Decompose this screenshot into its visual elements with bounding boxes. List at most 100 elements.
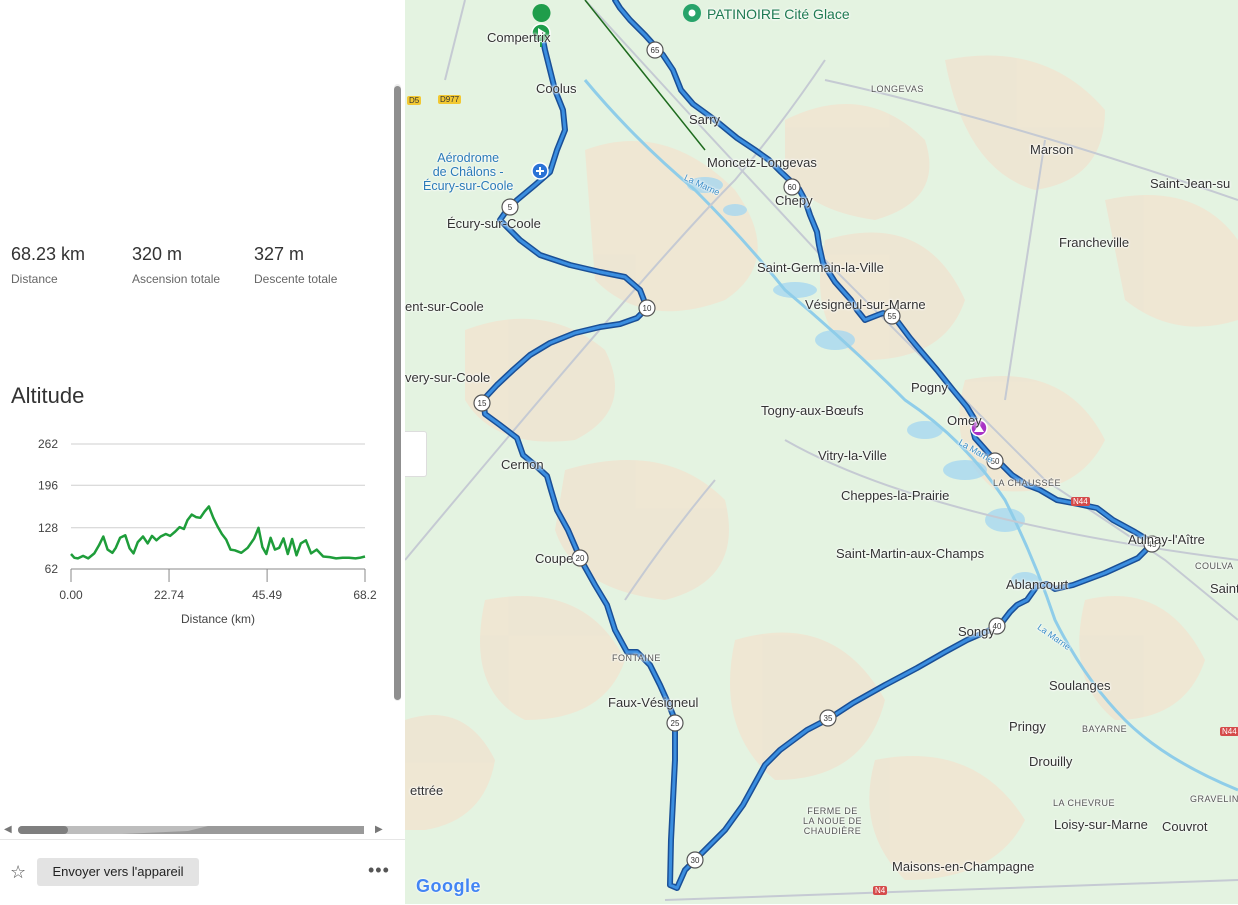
send-to-device-button[interactable]: Envoyer vers l'appareil — [37, 858, 199, 886]
place-label: Coolus — [536, 81, 577, 96]
km-marker-label: 35 — [824, 714, 833, 723]
range-overview[interactable] — [18, 825, 366, 835]
km-marker — [473, 394, 491, 412]
stat-descent: 327 m Descente totale — [254, 244, 337, 286]
km-marker-label: 25 — [671, 719, 680, 728]
airport-icon — [531, 162, 549, 180]
place-label: FERME DE LA NOUE DE CHAUDIÈRE — [803, 806, 863, 836]
x-tick-label: 0.00 — [59, 588, 83, 602]
stat-label: Descente totale — [254, 272, 338, 286]
place-label: Coupe — [535, 551, 574, 566]
google-logo-text: Google — [416, 876, 481, 896]
elevation-chart[interactable]: 262 196 128 620.00 22.74 45.49 68.2 Distance (k… — [0, 430, 390, 630]
place-label: LA CHEVRUE — [1053, 798, 1116, 808]
km-marker — [501, 198, 519, 216]
km-marker — [686, 851, 704, 869]
action-bar: ☆ Envoyer vers l'appareil ••• — [0, 839, 405, 905]
stat-ascent: 320 m Ascension totale — [132, 244, 220, 286]
place-label: Sarry — [689, 112, 721, 127]
y-tick-label: 262 — [38, 437, 58, 451]
star-icon[interactable]: ☆ — [10, 862, 27, 882]
place-label: Francheville — [1059, 235, 1130, 250]
place-label: Saint-Germain-la-Ville — [757, 260, 884, 275]
km-marker-label: 40 — [993, 622, 1002, 631]
stat-value: 68.23 km — [11, 244, 86, 264]
x-axis-label: Distance (km) — [181, 612, 255, 626]
place-label: Drouilly — [1029, 754, 1073, 769]
place-label: FONTAINE — [612, 653, 661, 663]
place-label: Maisons-en-Champagne — [892, 859, 1035, 874]
km-marker — [1143, 535, 1161, 553]
km-marker — [666, 714, 684, 732]
place-label: PATINOIRE Cité Glace — [707, 6, 850, 22]
place-label: Compertrix — [487, 30, 551, 45]
place-label: Couvrot — [1162, 819, 1208, 834]
place-label: Saint-Jean-su — [1150, 176, 1231, 191]
start-flag-icon — [531, 4, 551, 47]
place-label: Pogny — [911, 380, 948, 395]
place-label: BAYARNE — [1082, 724, 1128, 734]
stat-value: 327 m — [254, 244, 305, 264]
km-marker-label: 15 — [478, 399, 487, 408]
km-marker-label: 5 — [508, 203, 513, 212]
range-handle-left — [18, 826, 68, 834]
road-sign: N44 — [1071, 497, 1090, 506]
google-logo: Google — [416, 876, 481, 897]
more-icon[interactable]: ••• — [368, 860, 390, 880]
km-marker-label: 30 — [691, 856, 700, 865]
place-label: Chepy — [775, 193, 813, 208]
scroll-left-icon[interactable]: ◀ — [4, 824, 12, 835]
road-sign: N4 — [873, 886, 888, 895]
stat-label: Distance — [11, 272, 58, 286]
y-tick-label: 128 — [38, 521, 58, 535]
place-label: Songy — [958, 624, 995, 639]
km-marker-label: 10 — [643, 304, 652, 313]
place-label: Saint-Martin-aux-Champs — [836, 546, 985, 561]
route-details-panel: 68.23 km Distance 320 m Ascension totale… — [0, 0, 405, 904]
chart-horizontal-scroller[interactable]: ◀ ▶ — [0, 822, 390, 838]
place-label: Faux-Vésigneul — [608, 695, 699, 710]
scrollbar-thumb[interactable] — [394, 86, 401, 700]
place-label: ent-sur-Coole — [405, 299, 484, 314]
km-marker — [988, 617, 1006, 635]
road-sign: D977 — [438, 95, 462, 104]
place-label: Togny-aux-Bœufs — [761, 403, 864, 418]
stat-label: Ascension totale — [132, 272, 221, 286]
km-marker-label: 55 — [888, 312, 897, 321]
place-label: Moncetz-Longevas — [707, 155, 817, 170]
road-sign: N44 — [1220, 727, 1238, 736]
place-label: COULVA — [1195, 561, 1234, 571]
km-marker — [646, 41, 664, 59]
y-tick-label: 62 — [45, 562, 59, 576]
stat-distance: 68.23 km Distance — [11, 244, 85, 286]
place-label: LONGEVAS — [871, 84, 924, 94]
km-marker — [638, 299, 656, 317]
km-marker-label: 65 — [651, 46, 660, 55]
place-label: Omey — [947, 413, 982, 428]
km-marker — [571, 549, 589, 567]
place-label: Écury-sur-Coole — [447, 216, 541, 231]
map-canvas: 5 10 15 20 25 30 35 40 45 50 55 60 65 — [405, 0, 1238, 901]
km-marker — [986, 452, 1004, 470]
place-label: Vésigneul-sur-Marne — [805, 297, 926, 312]
summit-icon — [970, 419, 988, 437]
place-label: Aulnay-l'Aître — [1128, 532, 1205, 547]
scroll-right-icon[interactable]: ▶ — [375, 824, 383, 835]
zoom-control[interactable] — [405, 431, 427, 477]
place-label: Cernon — [501, 457, 544, 472]
place-label: Saint — [1210, 581, 1238, 596]
place-label: ettrée — [410, 783, 444, 798]
altitude-heading: Altitude — [11, 383, 85, 408]
x-tick-label: 22.74 — [154, 588, 184, 602]
road-sign: D5 — [407, 96, 422, 105]
place-label: Pringy — [1009, 719, 1046, 734]
place-label: Ablancourt — [1006, 577, 1069, 592]
stat-value: 320 m — [132, 244, 183, 264]
route-line — [481, 0, 1155, 890]
place-label: GRAVELIN — [1190, 794, 1238, 804]
km-marker — [783, 178, 801, 196]
km-marker-label: 20 — [576, 554, 585, 563]
place-label: very-sur-Coole — [405, 370, 491, 385]
map-view[interactable]: 5 10 15 20 25 30 35 40 45 50 55 60 65 Compertrix Coo… — [405, 0, 1238, 904]
place-label: Cheppes-la-Prairie — [841, 488, 950, 503]
